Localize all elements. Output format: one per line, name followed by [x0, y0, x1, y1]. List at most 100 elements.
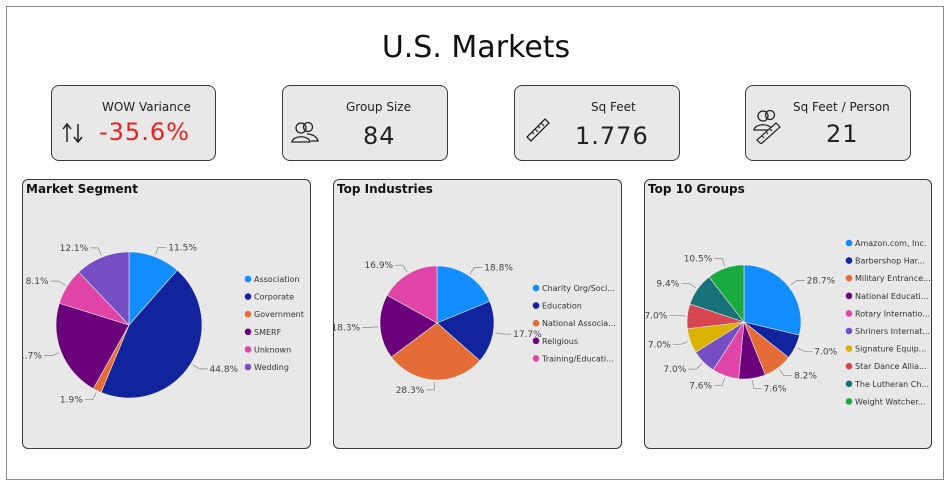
- data-label: 8.1%: [26, 277, 49, 287]
- data-label: 7.0%: [663, 365, 686, 375]
- chart-panel-top-industries[interactable]: Top Industries 18.8% Charity Org/Soci... 1…: [333, 179, 622, 449]
- leader-line: [752, 380, 762, 389]
- legend-item[interactable]: Training/Educati...: [541, 354, 614, 363]
- kpi-card-group-size[interactable]: Group Size 84: [282, 85, 448, 161]
- kpi-value: 21: [826, 120, 859, 148]
- legend-marker: [845, 257, 853, 264]
- kpi-label: Group Size: [346, 100, 411, 114]
- kpi-label: Sq Feet: [591, 100, 636, 114]
- data-label: 7.0%: [648, 340, 671, 350]
- data-label: 11.5%: [168, 243, 197, 253]
- legend-marker: [845, 362, 853, 370]
- legend-item[interactable]: Amazon.com, Inc.: [855, 239, 926, 248]
- legend-item[interactable]: Rotary Internatio...: [855, 309, 930, 318]
- data-label: 21.7%: [23, 352, 42, 362]
- pie-chart-top-10-groups: 28.7% Amazon.com, Inc. 7.0% Barbershop Har.…: [645, 239, 931, 406]
- legend-marker: [532, 284, 540, 292]
- legend-item[interactable]: National Associa...: [542, 319, 616, 328]
- pie-slice[interactable]: [390, 322, 481, 381]
- data-label: 7.6%: [689, 381, 712, 391]
- legend-item[interactable]: SMERF: [254, 328, 282, 337]
- legend-item[interactable]: Corporate: [254, 293, 294, 302]
- legend-item[interactable]: Shriners Internat...: [855, 327, 930, 336]
- pie-chart-top-industries: 18.8% Charity Org/Soci... 17.7% Education 28…: [334, 261, 616, 396]
- chart-panel-top-10-groups[interactable]: Top 10 Groups 28.7% Amazon.com, Inc. 7.0% B…: [644, 179, 932, 449]
- legend-marker: [244, 363, 252, 371]
- leader-line: [714, 377, 726, 386]
- legend-item[interactable]: The Lutheran Ch...: [854, 380, 929, 389]
- data-label: 7.6%: [764, 384, 787, 394]
- legend-item[interactable]: Military Entrance...: [855, 274, 931, 283]
- legend-item[interactable]: Wedding: [254, 363, 289, 372]
- pie-slice[interactable]: [55, 302, 130, 390]
- leader-line: [43, 352, 60, 356]
- chart-title: Market Segment: [26, 182, 138, 196]
- leader-line: [362, 326, 379, 328]
- legend-marker: [845, 292, 853, 300]
- legend-marker: [532, 337, 540, 345]
- pie-slice[interactable]: [436, 265, 491, 324]
- pie-slice[interactable]: [379, 294, 438, 358]
- kpi-label: Sq Feet / Person: [793, 100, 890, 114]
- kpi-label: WOW Variance: [102, 100, 191, 114]
- legend-marker: [244, 346, 252, 353]
- legend-marker: [244, 293, 252, 300]
- legend-item[interactable]: Signature Equip...: [855, 345, 926, 354]
- leader-line: [395, 264, 408, 273]
- leader-line: [495, 332, 512, 335]
- legend-item[interactable]: National Educati...: [855, 292, 928, 301]
- pie-slice[interactable]: [708, 264, 745, 323]
- kpi-card-sq-feet[interactable]: Sq Feet 1.776: [514, 85, 680, 161]
- leader-line: [681, 282, 697, 289]
- leader-line: [714, 258, 726, 267]
- legend-marker: [244, 310, 252, 318]
- leader-line: [192, 364, 208, 370]
- leader-line: [155, 246, 167, 255]
- pie-slice[interactable]: [436, 300, 495, 362]
- leader-line: [90, 247, 102, 256]
- pie-slice[interactable]: [386, 265, 438, 324]
- leader-line: [796, 347, 813, 352]
- people-ruler-icon: [752, 108, 784, 149]
- pie-slice[interactable]: [100, 269, 203, 399]
- legend-marker: [532, 319, 540, 327]
- pie-slice[interactable]: [743, 264, 802, 336]
- chart-title: Top 10 Groups: [648, 182, 745, 196]
- data-label: 18.8%: [484, 263, 513, 273]
- legend-item[interactable]: Star Dance Allia...: [855, 362, 927, 371]
- data-label: 17.7%: [513, 330, 542, 340]
- data-label: 9.4%: [656, 279, 679, 289]
- data-label: 1.9%: [60, 396, 83, 406]
- legend-item[interactable]: Weight Watcher...: [855, 397, 925, 406]
- data-label: 8.2%: [794, 372, 817, 382]
- legend-item[interactable]: Barbershop Har...: [855, 257, 925, 266]
- data-label: 7.0%: [814, 347, 837, 357]
- leader-line: [688, 363, 703, 370]
- people-icon: [291, 120, 319, 151]
- kpi-card-sq-feet-per-person[interactable]: Sq Feet / Person 21: [745, 85, 911, 161]
- legend-item[interactable]: Unknown: [254, 345, 291, 354]
- legend-item[interactable]: Government: [254, 310, 304, 319]
- pie-slice[interactable]: [78, 251, 130, 326]
- chart-title: Top Industries: [337, 182, 433, 196]
- legend-item[interactable]: Religious: [542, 337, 578, 346]
- leader-line: [426, 381, 435, 391]
- data-label: 7.0%: [645, 311, 668, 321]
- legend-item[interactable]: Association: [254, 275, 300, 284]
- data-label: 10.5%: [684, 255, 713, 265]
- kpi-value: 84: [363, 122, 396, 150]
- legend-item[interactable]: Charity Org/Soci...: [542, 284, 615, 293]
- ruler-icon: [524, 116, 552, 149]
- data-label: 28.7%: [807, 276, 836, 286]
- legend-marker: [845, 239, 853, 247]
- legend-marker: [532, 355, 540, 362]
- kpi-card-wow-variance[interactable]: WOW Variance -35.6%: [51, 85, 216, 161]
- legend-marker: [244, 275, 252, 283]
- legend-item[interactable]: Education: [542, 302, 582, 311]
- legend-marker: [845, 327, 853, 335]
- chart-panel-market-segment[interactable]: Market Segment 11.5% Association 44.8% Corp…: [22, 179, 311, 449]
- leader-line: [672, 341, 689, 345]
- data-label: 18.3%: [334, 323, 361, 333]
- leader-line: [779, 369, 793, 377]
- data-label: 28.3%: [396, 386, 425, 396]
